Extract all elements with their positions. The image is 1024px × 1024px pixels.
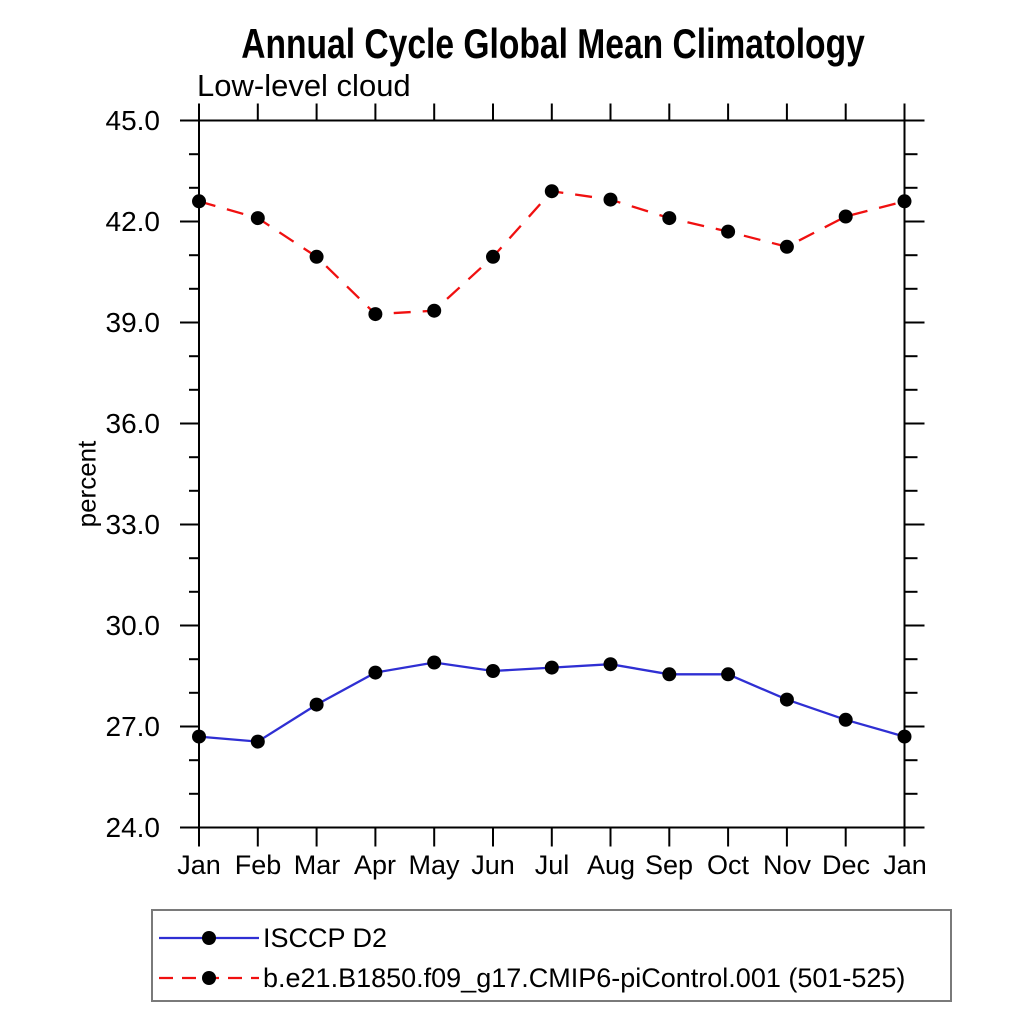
x-tick-label: Jul <box>534 850 570 880</box>
x-tick-label: Nov <box>762 850 811 880</box>
x-tick-label: Apr <box>353 850 397 880</box>
x-tick-label: Jan <box>883 850 927 880</box>
x-tick-label: Jan <box>177 850 221 880</box>
legend-line-marker <box>159 971 259 985</box>
y-tick-label: 45.0 <box>105 105 161 136</box>
legend-box: ISCCP D2 b.e21.B1850.f09_g17.CMIP6-piCont… <box>151 909 952 1002</box>
x-tick-label: Jun <box>471 850 515 880</box>
x-tick-label: Sep <box>644 850 694 880</box>
x-tick-label: Mar <box>293 850 341 880</box>
chart-subtitle: Low-level cloud <box>197 68 411 103</box>
legend-label: ISCCP D2 <box>263 923 388 953</box>
legend-item: ISCCP D2 <box>159 923 387 953</box>
x-tick-label: Feb <box>234 850 282 880</box>
y-tick-label: 27.0 <box>105 711 161 742</box>
chart-title: Annual Cycle Global Mean Climatology <box>241 20 865 67</box>
y-tick-label: 36.0 <box>105 408 161 439</box>
y-tick-label: 42.0 <box>105 206 161 237</box>
x-tick-label: Dec <box>821 850 870 880</box>
y-tick-label: 39.0 <box>105 307 161 338</box>
y-tick-label: 24.0 <box>105 812 161 843</box>
y-tick-label: 30.0 <box>105 610 161 641</box>
x-tick-label: Aug <box>586 850 636 880</box>
x-tick-label: May <box>408 850 460 880</box>
legend-item: b.e21.B1850.f09_g17.CMIP6-piControl.001 … <box>159 963 905 993</box>
x-tick-label: Oct <box>706 850 749 880</box>
legend-line-marker <box>159 931 259 945</box>
legend-label: b.e21.B1850.f09_g17.CMIP6-piControl.001 … <box>263 963 906 993</box>
y-tick-label: 33.0 <box>105 509 161 540</box>
